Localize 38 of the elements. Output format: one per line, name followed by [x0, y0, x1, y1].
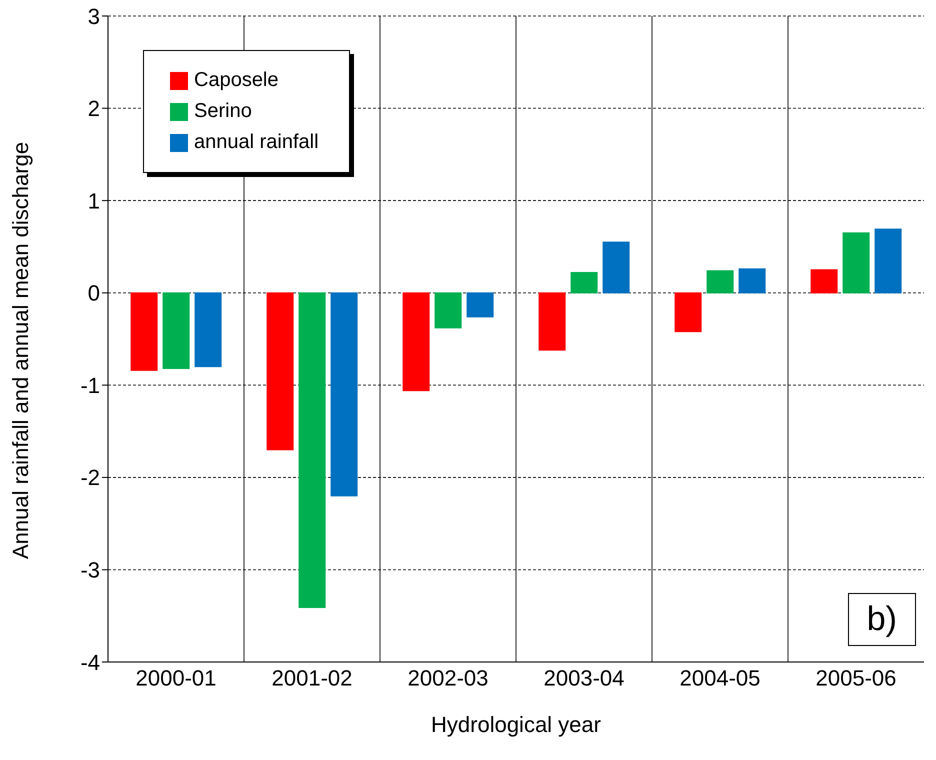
bar — [298, 292, 326, 608]
bar — [130, 292, 158, 371]
bar — [842, 232, 870, 294]
x-tick-label: 2002-03 — [408, 666, 488, 691]
bar — [674, 292, 702, 332]
y-tick-label: -1 — [80, 372, 100, 398]
y-tick-label: -2 — [80, 465, 100, 490]
bar — [602, 242, 630, 294]
bar — [330, 292, 358, 496]
bar — [810, 269, 838, 294]
y-tick-label: 0 — [88, 280, 100, 306]
bar — [434, 292, 462, 328]
y-tick-label: 2 — [88, 96, 100, 122]
y-tick-label: -3 — [80, 558, 100, 583]
bar — [402, 292, 430, 392]
y-axis-title: Annual rainfall and annual mean discharge — [8, 142, 33, 559]
legend-label: Caposele — [194, 69, 279, 92]
bar — [706, 270, 734, 294]
y-tick-label: 1 — [88, 188, 100, 214]
x-tick-label: 2004-05 — [680, 666, 760, 691]
legend-label: annual rainfall — [194, 131, 319, 154]
y-tick-label: 3 — [88, 4, 100, 29]
bar — [570, 272, 598, 294]
bar — [538, 292, 566, 351]
legend-label: Serino — [194, 100, 252, 123]
bar — [874, 228, 902, 294]
bar — [162, 292, 190, 370]
y-tick-label: -4 — [80, 650, 100, 675]
x-tick-label: 2000-01 — [136, 666, 216, 691]
x-tick-label: 2003-04 — [544, 666, 624, 691]
bar — [266, 292, 294, 450]
x-tick-label: 2001-02 — [272, 666, 352, 691]
x-tick-label: 2005-06 — [816, 666, 896, 691]
x-axis-title: Hydrological year — [431, 712, 601, 737]
bar — [738, 268, 766, 294]
annotation: b) — [848, 593, 916, 646]
bar — [194, 292, 222, 368]
bar — [466, 292, 494, 318]
